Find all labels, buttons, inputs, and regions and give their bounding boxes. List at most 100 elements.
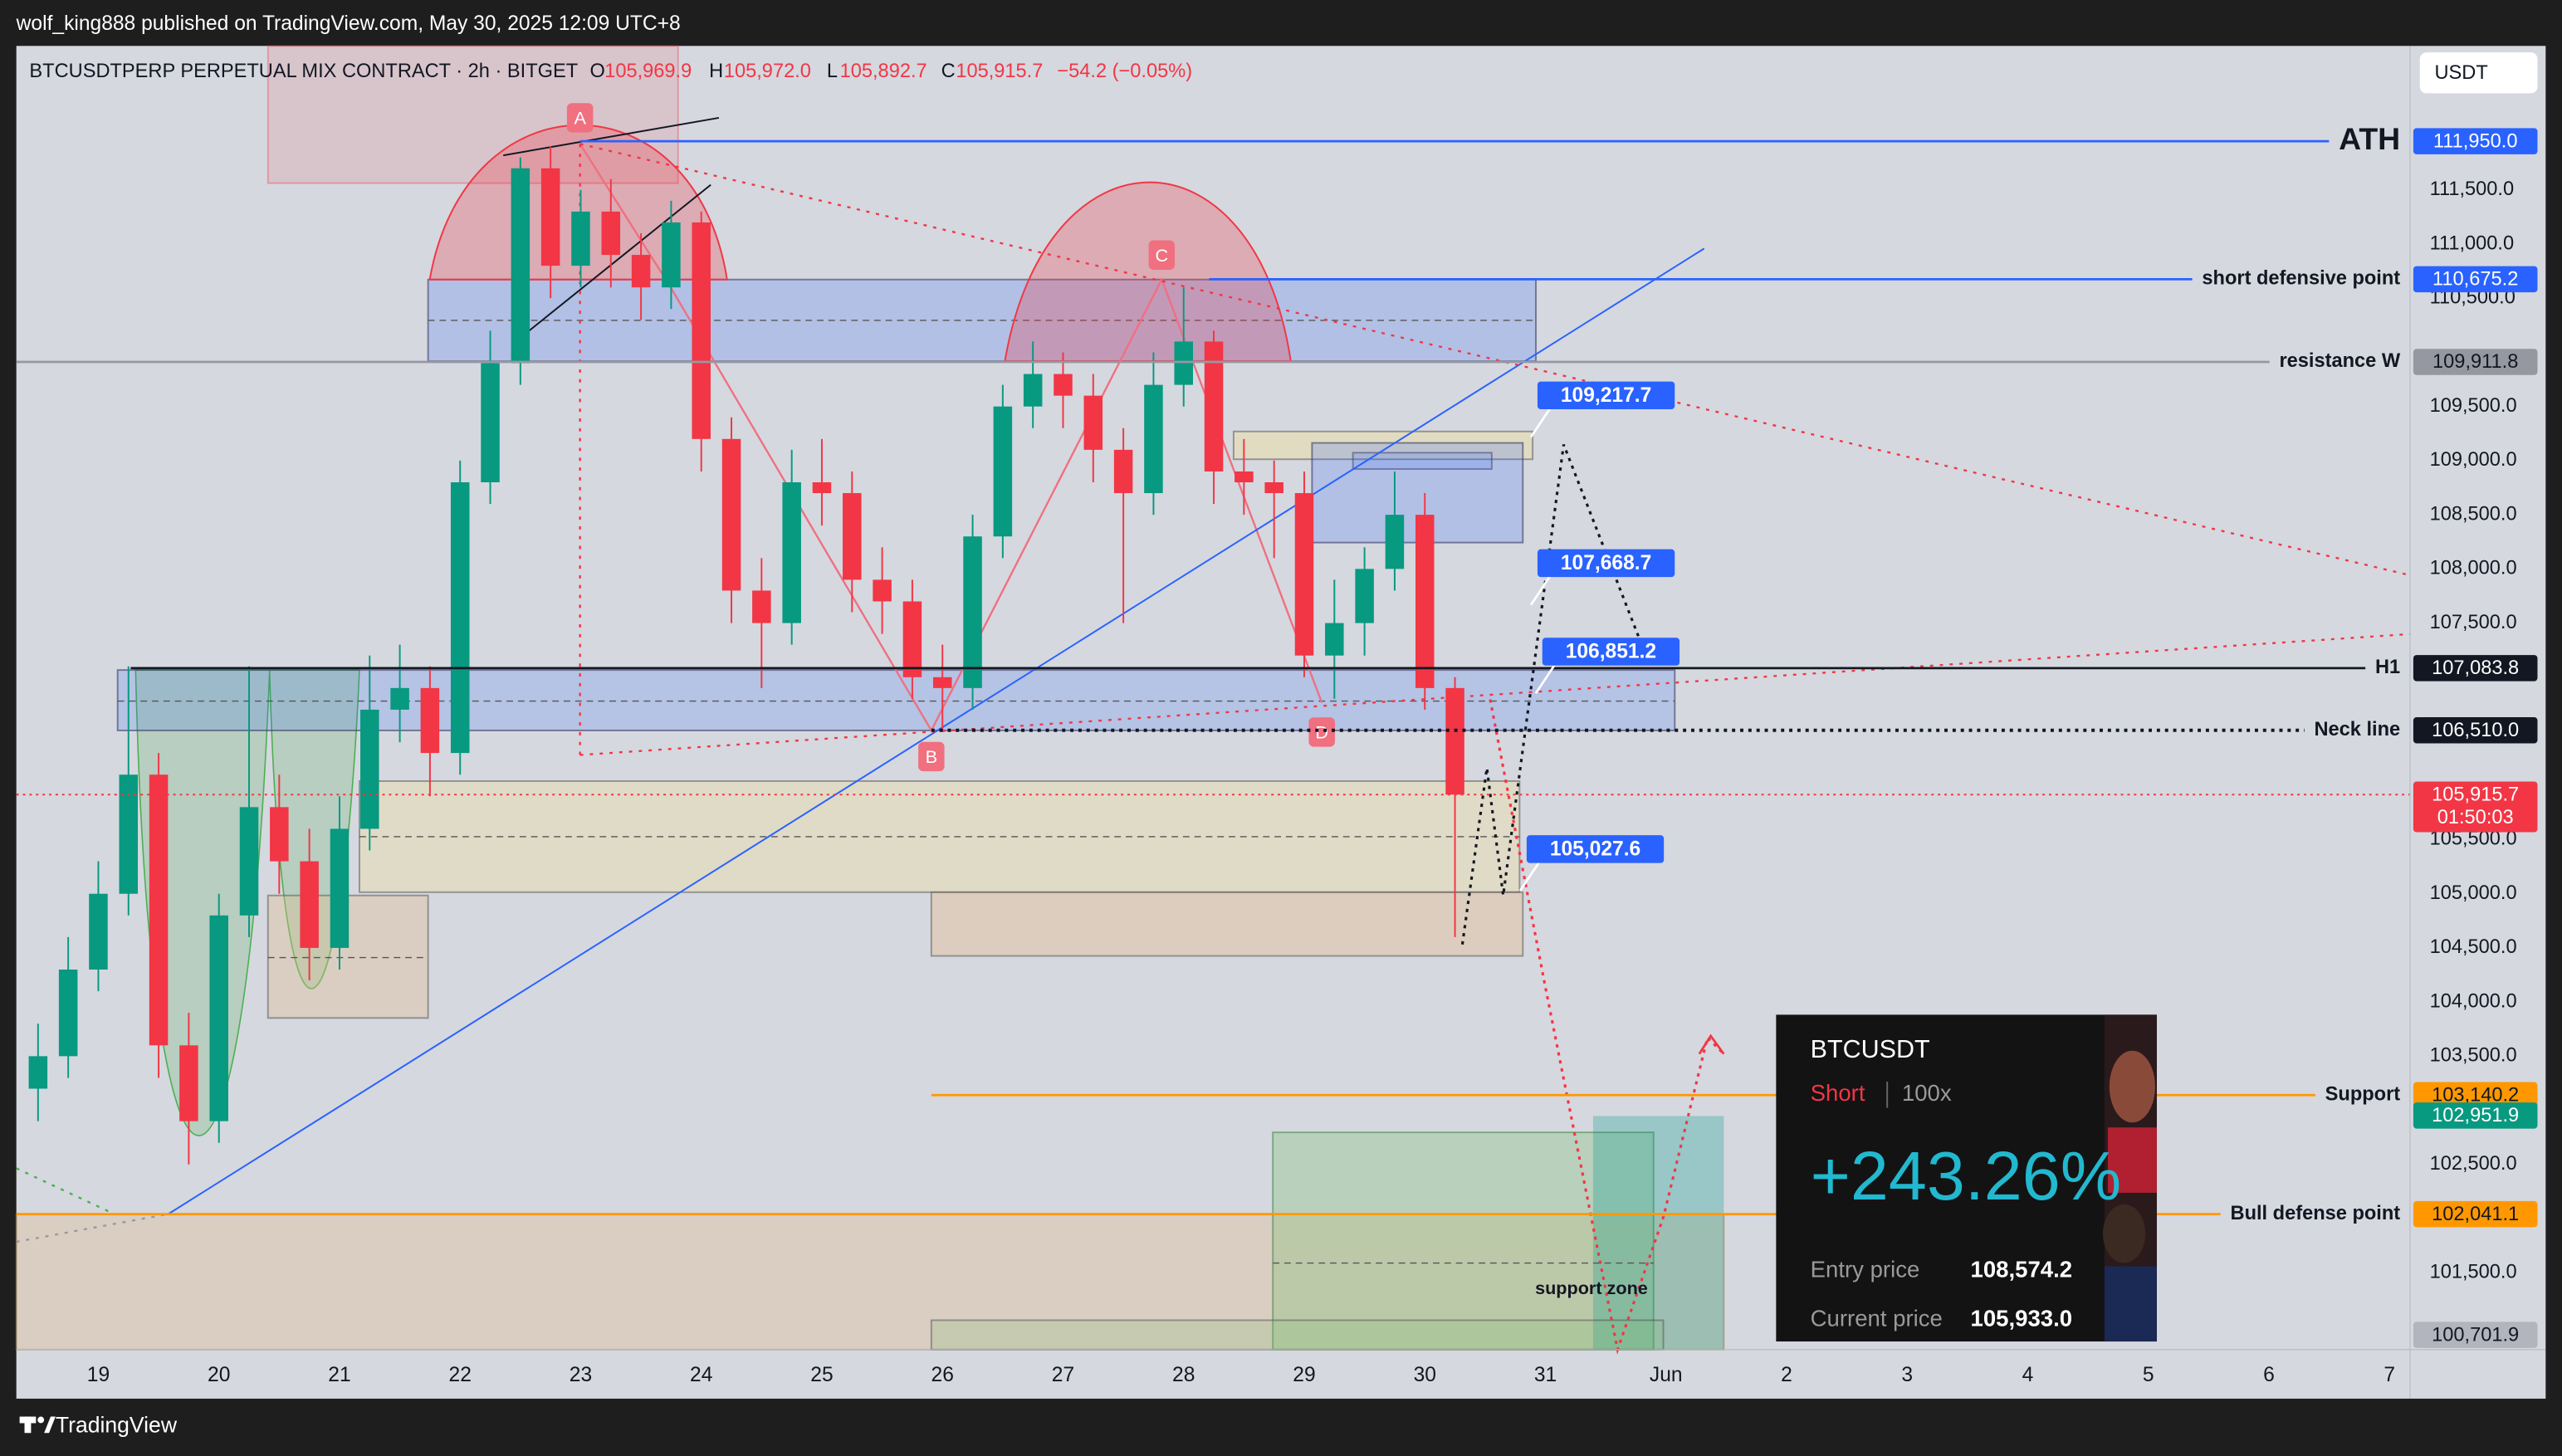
x-tick-label: 31 (1534, 1364, 1557, 1386)
callout-box (1526, 835, 1665, 863)
trendline (527, 183, 711, 333)
level-name: Support (2325, 1084, 2401, 1106)
legend-header: BTCUSDTPERP PERPETUAL MIX CONTRACT · 2h … (29, 61, 1192, 82)
candle-body (450, 482, 470, 754)
y-tick-label: 111,500.0 (2430, 178, 2515, 200)
y-tick-label: 108,500.0 (2430, 503, 2517, 525)
pattern-badge (918, 741, 945, 772)
candle-body (239, 807, 259, 916)
zone (1232, 430, 1534, 461)
card-bg (1776, 1014, 2157, 1342)
card-photo (2109, 1050, 2155, 1123)
callout-leader (1534, 663, 1557, 694)
ohlc-value: 105,972.0 (724, 61, 811, 82)
price-tag-label: 109,911.8 (2432, 351, 2518, 373)
price-tag (2413, 781, 2538, 833)
candle-body (481, 363, 500, 483)
card-pnl: +243.26% (1811, 1137, 2122, 1214)
y-tick-label: 107,500.0 (2430, 612, 2517, 633)
button-label[interactable]: USDT (2434, 62, 2487, 84)
level-name: Neck line (2314, 719, 2400, 740)
level-name: short defensive point (2202, 268, 2400, 290)
callout-label: 109,217.7 (1561, 384, 1651, 407)
level-name: Bull defense point (2231, 1203, 2401, 1224)
currency-button[interactable]: USDT (2419, 52, 2538, 94)
ohlc-value: 105,892.7 (840, 61, 927, 82)
card-label: Entry price (1811, 1257, 1920, 1283)
candle-body (1144, 384, 1163, 494)
callout-box (1537, 381, 1675, 410)
level-name: resistance W (2279, 350, 2400, 372)
card-photo (2104, 1266, 2157, 1342)
candle-body (1113, 449, 1133, 494)
y-tick-label: 101,500.0 (2430, 1261, 2517, 1283)
price-tag (2413, 128, 2538, 154)
footer: TradingView (19, 1412, 178, 1437)
logo (44, 1416, 56, 1434)
candle-body (360, 709, 379, 829)
price-tag-label: 111,950.0 (2433, 130, 2518, 152)
price-tag (2413, 655, 2538, 682)
x-tick-label: 5 (2143, 1364, 2154, 1386)
ohlc-value: 105,915.7 (956, 61, 1043, 82)
candle-body (631, 255, 651, 288)
candle-body (1174, 341, 1193, 385)
candle-body (209, 915, 228, 1121)
zone (1352, 452, 1493, 471)
projection (1489, 699, 1725, 1355)
pattern-label: C (1156, 245, 1169, 266)
zone (1311, 442, 1524, 544)
y-tick-label: 104,000.0 (2430, 990, 2517, 1012)
candle-body (119, 774, 139, 894)
change: −54.2 (−0.05%) (1057, 61, 1192, 82)
price-tag (2413, 716, 2538, 744)
countdown: 01:50:03 (2437, 807, 2514, 828)
price-tag-label: 102,951.9 (2432, 1105, 2519, 1126)
candle-body (1083, 395, 1103, 450)
x-tick-label: 28 (1172, 1364, 1195, 1386)
arc (1004, 181, 1292, 363)
ohlc-label: H (709, 61, 723, 82)
candle-body (300, 861, 319, 948)
level-name: ATH (2339, 121, 2400, 156)
candle-body (511, 168, 530, 364)
price-tag-label: 110,675.2 (2432, 269, 2518, 291)
publish-info: wolf_king888 published on TradingView.co… (16, 12, 681, 35)
card-value: 105,933.0 (1971, 1306, 2073, 1331)
x-tick-label: 30 (1414, 1364, 1436, 1386)
candle-body (1355, 569, 1374, 623)
callout-label: 106,851.2 (1566, 641, 1656, 663)
price-tag-label: 106,510.0 (2432, 720, 2519, 741)
zone (1272, 1131, 1655, 1351)
card-photo (2102, 1204, 2146, 1263)
candle-body (873, 579, 892, 602)
x-tick-label: 2 (1781, 1364, 1792, 1386)
button-bg[interactable] (2419, 52, 2538, 94)
price-tag (2413, 266, 2538, 293)
x-tick-label: 27 (1052, 1364, 1074, 1386)
logo (24, 1416, 32, 1434)
dotted-line (16, 1213, 169, 1243)
candle-body (390, 687, 409, 710)
x-tick-label: 3 (1901, 1364, 1913, 1386)
callout-leader (1518, 860, 1541, 892)
candle-body (270, 807, 289, 862)
card-value: 108,574.2 (1971, 1257, 2073, 1283)
x-tick-label: 21 (328, 1364, 350, 1386)
candle-body (540, 168, 560, 266)
ohlc-label: L (827, 61, 838, 82)
candle-body (89, 893, 108, 970)
candle-body (692, 222, 711, 439)
zone-label: support zone (1535, 1278, 1648, 1298)
brand: TradingView (56, 1412, 178, 1437)
callout-label: 107,668.7 (1561, 552, 1651, 574)
price-tag (2413, 1102, 2538, 1129)
card-label: Current price (1811, 1306, 1943, 1331)
card-photo (2107, 1127, 2157, 1193)
candle-body (1264, 482, 1283, 494)
x-tick-label: 6 (2263, 1364, 2275, 1386)
zone (266, 45, 679, 184)
candle-body (932, 677, 952, 688)
x-tick-label: 20 (208, 1364, 230, 1386)
